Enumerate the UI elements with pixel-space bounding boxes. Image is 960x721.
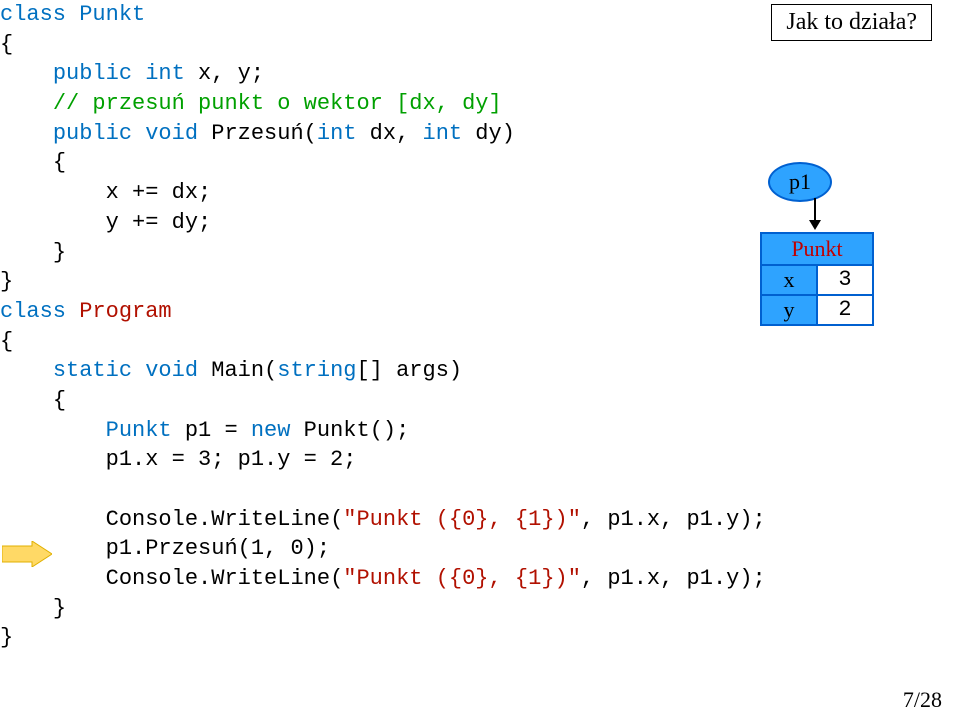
dot: . [198,507,211,532]
kw-public: public [53,61,132,86]
arrow-down-icon [805,198,825,232]
writeline: WriteLine [211,566,330,591]
string-literal: "Punkt ({0}, {1})" [343,566,581,591]
brace: { [0,32,13,57]
kw-int: int [317,121,357,146]
page-number-text: 7/28 [903,687,942,712]
kw-void: void [145,121,198,146]
object-class-name: Punkt [762,234,872,266]
kw-string: string [277,358,356,383]
brace: } [0,625,13,650]
brace: } [0,269,13,294]
code-text: (); [370,418,410,443]
object-field-row: x 3 [762,266,872,294]
highlight-arrow-icon [2,541,50,565]
ctor-name: Punkt [290,418,369,443]
code-text: p1.x = 3; p1.y = 2; [106,447,357,472]
class-name-program: Program [79,299,171,324]
code-text: x += dx; [106,180,212,205]
code-text: x, y; [185,61,264,86]
console: Console [106,566,198,591]
slide-title-text: Jak to działa? [786,9,917,35]
object-diagram: p1 Punkt x 3 y 2 [760,162,910,326]
brace: { [0,329,13,354]
reference-label: p1 [789,169,811,195]
kw-int: int [145,61,185,86]
field-label: y [762,296,818,324]
code-text: p1 = [172,418,251,443]
paren: ( [330,507,343,532]
field-value: 2 [818,296,872,324]
brace: { [53,388,66,413]
kw-int: int [423,121,463,146]
kw-class: class [0,2,66,27]
method-name: Main( [198,358,277,383]
code-text: [] args) [356,358,462,383]
brace: } [53,596,66,621]
console: Console [106,507,198,532]
object-box: Punkt x 3 y 2 [760,232,874,326]
slide-title: Jak to działa? [771,4,932,41]
comment: // przesuń punkt o wektor [dx, dy] [53,91,502,116]
reference-arrow [760,202,850,232]
type-punkt: Punkt [106,418,172,443]
code-text: p1.Przesuń(1, 0); [106,536,330,561]
page-number: 7/28 [903,687,942,713]
kw-public: public [53,121,132,146]
dot: . [198,566,211,591]
brace: } [53,240,66,265]
class-name-punkt: Punkt [79,2,145,27]
string-literal: "Punkt ({0}, {1})" [343,507,581,532]
code-text: , p1.x, p1.y); [581,507,766,532]
kw-void: void [145,358,198,383]
kw-static: static [53,358,132,383]
reference-oval: p1 [768,162,832,202]
code-text: , p1.x, p1.y); [581,566,766,591]
kw-new: new [251,418,291,443]
method-name: Przesuń( [198,121,317,146]
code-text: y += dy; [106,210,212,235]
brace: { [53,150,66,175]
object-field-row: y 2 [762,294,872,324]
code-text: dx, [356,121,422,146]
field-label: x [762,266,818,294]
writeline: WriteLine [211,507,330,532]
paren: ( [330,566,343,591]
field-value: 3 [818,266,872,294]
code-block: class Punkt { public int x, y; // przesu… [0,0,700,653]
kw-class: class [0,299,66,324]
code-text: dy) [462,121,515,146]
